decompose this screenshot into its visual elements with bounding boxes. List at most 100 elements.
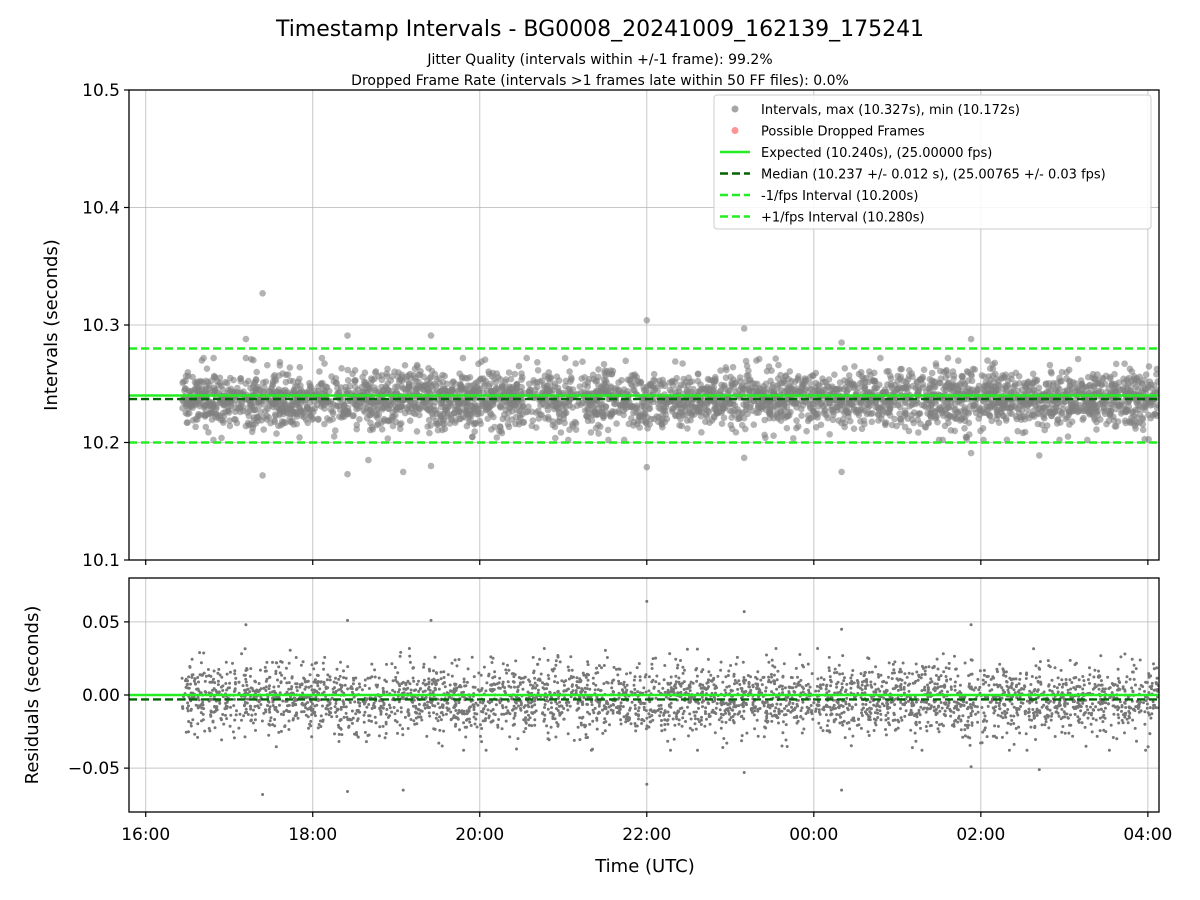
top-scatter-point bbox=[538, 411, 545, 419]
bottom-scatter-point bbox=[318, 687, 322, 691]
bottom-scatter-point bbox=[363, 684, 367, 687]
top-scatter-point bbox=[1112, 360, 1120, 368]
top-scatter-point bbox=[677, 408, 684, 416]
top-scatter-point bbox=[622, 357, 629, 365]
bottom-scatter-point bbox=[703, 724, 707, 728]
top-scatter-point bbox=[932, 360, 940, 367]
top-scatter-point bbox=[940, 385, 947, 393]
bottom-scatter-point bbox=[884, 688, 888, 692]
top-scatter-point bbox=[282, 386, 289, 394]
bottom-scatter-point bbox=[330, 715, 334, 719]
top-scatter-point bbox=[838, 419, 845, 427]
bottom-scatter-point bbox=[545, 724, 549, 728]
top-scatter-point bbox=[367, 419, 374, 427]
bottom-scatter-point bbox=[953, 654, 956, 658]
bottom-scatter-point bbox=[879, 673, 883, 677]
top-scatter-point bbox=[1110, 417, 1118, 424]
bottom-scatter-point bbox=[705, 717, 708, 721]
top-scatter-point bbox=[614, 386, 622, 393]
bottom-scatter-point bbox=[588, 687, 592, 691]
top-scatter-point bbox=[732, 429, 740, 436]
bottom-scatter-point bbox=[688, 726, 692, 730]
top-scatter-point bbox=[677, 381, 685, 389]
top-scatter-point bbox=[595, 366, 602, 373]
bottom-scatter-point bbox=[403, 715, 407, 719]
top-scatter-point bbox=[212, 413, 219, 421]
bottom-scatter-point bbox=[268, 691, 272, 695]
bottom-scatter-point bbox=[322, 667, 326, 671]
top-scatter-point bbox=[272, 412, 280, 420]
bottom-scatter-point bbox=[1097, 687, 1101, 691]
top-scatter-point bbox=[411, 410, 419, 418]
bottom-scatter-point bbox=[845, 696, 849, 700]
bottom-scatter-point bbox=[1035, 711, 1039, 714]
bottom-scatter-point bbox=[1047, 726, 1051, 730]
bottom-scatter-point bbox=[311, 702, 314, 706]
bottom-scatter-point bbox=[462, 721, 466, 725]
bottom-scatter-point bbox=[283, 676, 287, 680]
top-scatter-point bbox=[1052, 404, 1060, 411]
bottom-scatter-point bbox=[427, 711, 431, 715]
top-scatter-point bbox=[542, 402, 549, 410]
bottom-scatter-point bbox=[1124, 680, 1128, 684]
bottom-scatter-point bbox=[1102, 710, 1106, 713]
bottom-scatter-point bbox=[273, 718, 277, 721]
top-scatter-point bbox=[627, 376, 634, 383]
top-scatter-point bbox=[918, 401, 926, 409]
bottom-scatter-point bbox=[601, 731, 605, 735]
top-scatter-point bbox=[397, 425, 404, 433]
bottom-scatter-point bbox=[277, 665, 281, 669]
top-scatter-point bbox=[440, 399, 448, 407]
bottom-scatter-point bbox=[1057, 683, 1061, 686]
top-scatter-point bbox=[361, 369, 369, 377]
top-scatter-point bbox=[1056, 385, 1063, 393]
top-scatter-point bbox=[592, 411, 600, 419]
top-scatter-point bbox=[451, 380, 459, 388]
top-scatter-point bbox=[250, 356, 257, 364]
bottom-scatter-point bbox=[886, 717, 890, 720]
bottom-scatter-point bbox=[762, 735, 766, 739]
top-scatter-point bbox=[1064, 433, 1072, 440]
top-y-tick-label-10-1: 10.1 bbox=[82, 551, 120, 571]
bottom-scatter-point bbox=[985, 719, 989, 723]
bottom-scatter-point bbox=[335, 667, 339, 671]
bottom-scatter-point bbox=[614, 667, 618, 671]
top-scatter-point bbox=[1054, 416, 1061, 424]
bottom-scatter-point bbox=[982, 673, 986, 677]
top-scatter-point bbox=[804, 417, 812, 425]
top-scatter-point bbox=[344, 377, 352, 384]
top-scatter-point bbox=[677, 415, 684, 423]
top-scatter-point bbox=[728, 408, 735, 415]
top-scatter-point bbox=[226, 417, 233, 425]
bottom-scatter-point bbox=[914, 739, 918, 743]
bottom-scatter-point bbox=[735, 681, 739, 685]
top-scatter-point bbox=[999, 404, 1006, 412]
top-scatter-point bbox=[940, 412, 947, 419]
top-scatter-point bbox=[272, 377, 280, 384]
bottom-scatter-point bbox=[644, 690, 648, 694]
top-scatter-point bbox=[1012, 413, 1020, 420]
bottom-scatter-point bbox=[663, 664, 667, 667]
bottom-scatter-point bbox=[899, 700, 903, 704]
top-scatter-point bbox=[1142, 371, 1150, 378]
bottom-scatter-point bbox=[700, 695, 704, 699]
bottom-scatter-point bbox=[1112, 712, 1116, 716]
top-scatter-point bbox=[845, 372, 853, 379]
top-scatter-point bbox=[497, 427, 505, 435]
top-scatter-point bbox=[920, 366, 928, 374]
top-scatter-point bbox=[411, 399, 418, 407]
bottom-scatter-point bbox=[187, 704, 190, 708]
top-scatter-point bbox=[881, 420, 889, 427]
top-scatter-point bbox=[775, 400, 782, 407]
top-scatter-point bbox=[1106, 404, 1114, 412]
top-scatter-point bbox=[327, 398, 335, 405]
top-scatter-point bbox=[820, 386, 827, 394]
top-scatter-point bbox=[942, 406, 950, 414]
top-scatter-point bbox=[921, 423, 929, 431]
bottom-scatter-point bbox=[193, 732, 197, 736]
top-scatter-point bbox=[502, 376, 510, 383]
bottom-scatter-point bbox=[937, 723, 941, 727]
top-scatter-point bbox=[304, 419, 312, 427]
bottom-scatter-point bbox=[512, 704, 516, 708]
top-scatter-point bbox=[422, 404, 429, 411]
